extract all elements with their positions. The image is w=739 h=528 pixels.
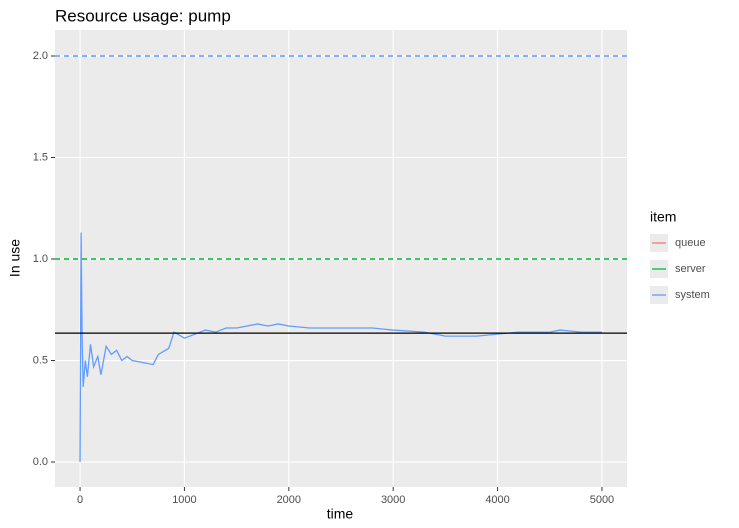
x-tick-label: 0 [77, 494, 83, 506]
y-tick-label: 1.0 [33, 253, 48, 265]
y-tick-label: 0.0 [33, 456, 48, 468]
chart-title: Resource usage: pump [55, 6, 231, 25]
x-tick-label: 5000 [590, 494, 614, 506]
legend-label: queue [675, 237, 706, 249]
legend-label: system [675, 289, 710, 301]
y-tick-label: 0.5 [33, 354, 48, 366]
legend-title: item [650, 209, 676, 225]
x-tick-label: 3000 [381, 494, 405, 506]
x-tick-label: 4000 [485, 494, 509, 506]
y-tick-label: 2.0 [33, 50, 48, 62]
x-tick-label: 2000 [277, 494, 301, 506]
y-tick-label: 1.5 [33, 151, 48, 163]
x-axis-label: time [327, 506, 354, 522]
series-line [79, 232, 602, 463]
x-tick-label: 1000 [172, 494, 196, 506]
legend-label: server [675, 263, 706, 275]
y-axis-label: In use [7, 239, 23, 277]
